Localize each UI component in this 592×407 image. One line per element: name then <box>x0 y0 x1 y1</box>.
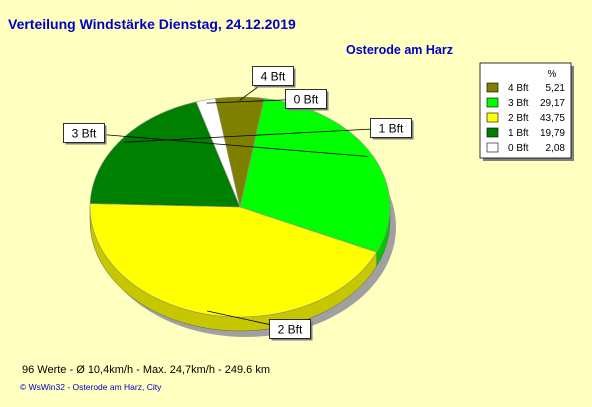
legend-swatch <box>486 142 499 153</box>
legend-swatch <box>486 82 499 93</box>
legend-value: 43,75 <box>540 113 565 124</box>
slice-label: 3 Bft <box>72 127 97 141</box>
legend: % 4 Bft 5,21 3 Bft 29,17 2 Bft 43,75 1 Bft 19,79… <box>479 62 574 161</box>
legend-value: 2,08 <box>546 143 566 154</box>
slice-label: 4 Bft <box>261 70 286 84</box>
legend-swatch <box>486 127 499 138</box>
legend-label: 0 Bft <box>508 143 529 154</box>
legend-label: 3 Bft <box>508 98 529 109</box>
slice-label: 2 Bft <box>278 323 303 337</box>
chart-title: Verteilung Windstärke Dienstag, 24.12.20… <box>8 16 296 32</box>
slice-label: 1 Bft <box>379 122 404 136</box>
legend-swatch <box>486 112 499 123</box>
pie-slice-1-bft <box>89 101 241 208</box>
legend-label: 4 Bft <box>508 83 529 94</box>
legend-box <box>479 62 572 159</box>
callout-box <box>63 123 105 143</box>
location-label: Osterode am Harz <box>346 43 453 57</box>
legend-header: % <box>548 69 557 80</box>
pie-slice-2-bft <box>89 203 378 318</box>
callout-box <box>285 89 327 109</box>
legend-swatch <box>486 97 499 108</box>
callout-box <box>269 319 311 339</box>
legend-label: 1 Bft <box>508 128 529 139</box>
legend-value: 5,21 <box>546 83 566 94</box>
pie-slice-0-bft <box>195 98 241 208</box>
slice-label: 0 Bft <box>294 93 319 107</box>
legend-value: 29,17 <box>540 98 565 109</box>
legend-value: 19,79 <box>540 128 565 139</box>
callout-box <box>370 118 412 138</box>
statistics-line: 96 Werte - Ø 10,4km/h - Max. 24,7km/h - … <box>22 364 270 376</box>
legend-label: 2 Bft <box>508 113 529 124</box>
callout-line <box>83 132 369 157</box>
copyright-line: © WsWin32 - Osterode am Harz, City <box>20 382 162 392</box>
callout-line <box>124 127 392 143</box>
callout-box <box>252 66 294 86</box>
